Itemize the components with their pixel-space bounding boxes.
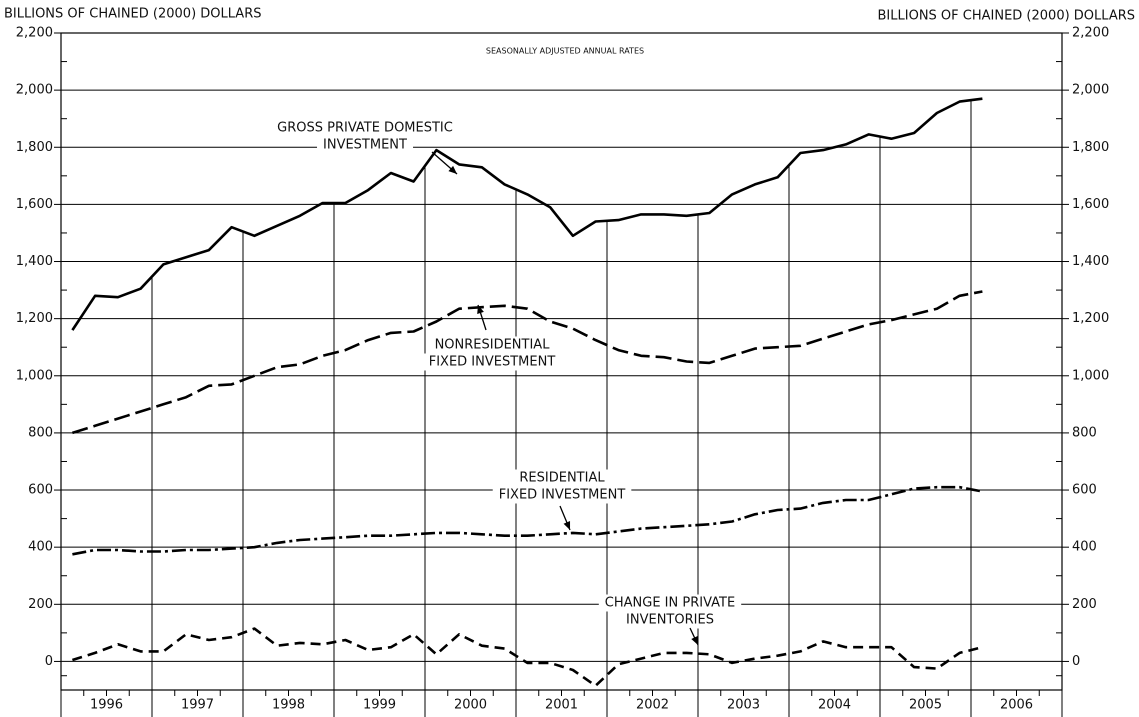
x-tick-label: 2003: [727, 698, 760, 713]
arrow-head: [691, 636, 698, 645]
series-line: [72, 485, 983, 556]
y2-tick-label: 400: [1072, 540, 1097, 555]
subtitle: SEASONALLY ADJUSTED ANNUAL RATES: [486, 47, 644, 56]
x-tick-label: 2000: [454, 698, 487, 713]
y-tick-label: 1,200: [16, 311, 53, 326]
y2-tick-label: 1,200: [1072, 311, 1109, 326]
series-line: [72, 627, 983, 688]
label-background: [428, 336, 557, 354]
y-tick-label: 200: [28, 597, 53, 612]
series-line: [72, 290, 983, 435]
arrow-head: [477, 305, 484, 314]
arrow-head: [563, 521, 571, 530]
y2-tick-label: 200: [1072, 597, 1097, 612]
series-label: GROSS PRIVATE DOMESTIC: [277, 121, 453, 136]
label-background: [317, 136, 414, 154]
y-tick-label: 1,400: [16, 254, 53, 269]
label-background: [513, 469, 612, 487]
y-tick-label: 2,200: [16, 26, 53, 41]
y2-tick-label: 800: [1072, 425, 1097, 440]
x-tick-label: 2006: [1000, 698, 1033, 713]
series-label: NONRESIDENTIAL: [435, 338, 551, 353]
y-axis-label: BILLIONS OF CHAINED (2000) DOLLARS: [4, 7, 261, 22]
plot-frame: [60, 32, 1063, 691]
x-tick-label: 2004: [818, 698, 851, 713]
y-tick-label: 1,800: [16, 140, 53, 155]
y2-tick-label: 1,400: [1072, 254, 1109, 269]
series-label: CHANGE IN PRIVATE: [605, 596, 735, 611]
y2-tick-label: 2,200: [1072, 26, 1109, 41]
label-background: [492, 486, 632, 504]
x-tick-label: 1997: [181, 698, 214, 713]
y-tick-label: 800: [28, 425, 53, 440]
y-tick-label: 2,000: [16, 83, 53, 98]
y2-tick-label: 1,600: [1072, 197, 1109, 212]
x-tick-label: 1996: [90, 698, 123, 713]
y2-tick-label: 1,800: [1072, 140, 1109, 155]
label-background: [598, 594, 742, 612]
y2-tick-label: 0: [1072, 654, 1080, 669]
series-label: INVESTMENT: [323, 138, 407, 153]
x-tick-label: 1999: [363, 698, 396, 713]
label-background: [620, 611, 720, 629]
series-label: INVENTORIES: [626, 613, 714, 628]
series-label: FIXED INVESTMENT: [429, 355, 556, 370]
y2-axis-label: BILLIONS OF CHAINED (2000) DOLLARS: [878, 9, 1135, 24]
x-tick-label: 2005: [909, 698, 942, 713]
series-line: [71, 97, 983, 331]
label-background: [422, 353, 562, 371]
x-tick-label: 1998: [272, 698, 305, 713]
label-background: [271, 119, 459, 137]
grid: [61, 32, 1062, 690]
y2-tick-label: 2,000: [1072, 83, 1109, 98]
x-tick-label: 2002: [636, 698, 669, 713]
y-tick-label: 0: [45, 654, 53, 669]
y-tick-label: 1,000: [16, 368, 53, 383]
series-label: FIXED INVESTMENT: [499, 488, 626, 503]
y-tick-label: 400: [28, 540, 53, 555]
series-label: RESIDENTIAL: [519, 471, 605, 486]
y2-tick-label: 600: [1072, 483, 1097, 498]
y2-tick-label: 1,000: [1072, 368, 1109, 383]
y-tick-label: 1,600: [16, 197, 53, 212]
arrow-head: [448, 165, 457, 174]
y-tick-label: 600: [28, 483, 53, 498]
x-tick-label: 2001: [545, 698, 578, 713]
